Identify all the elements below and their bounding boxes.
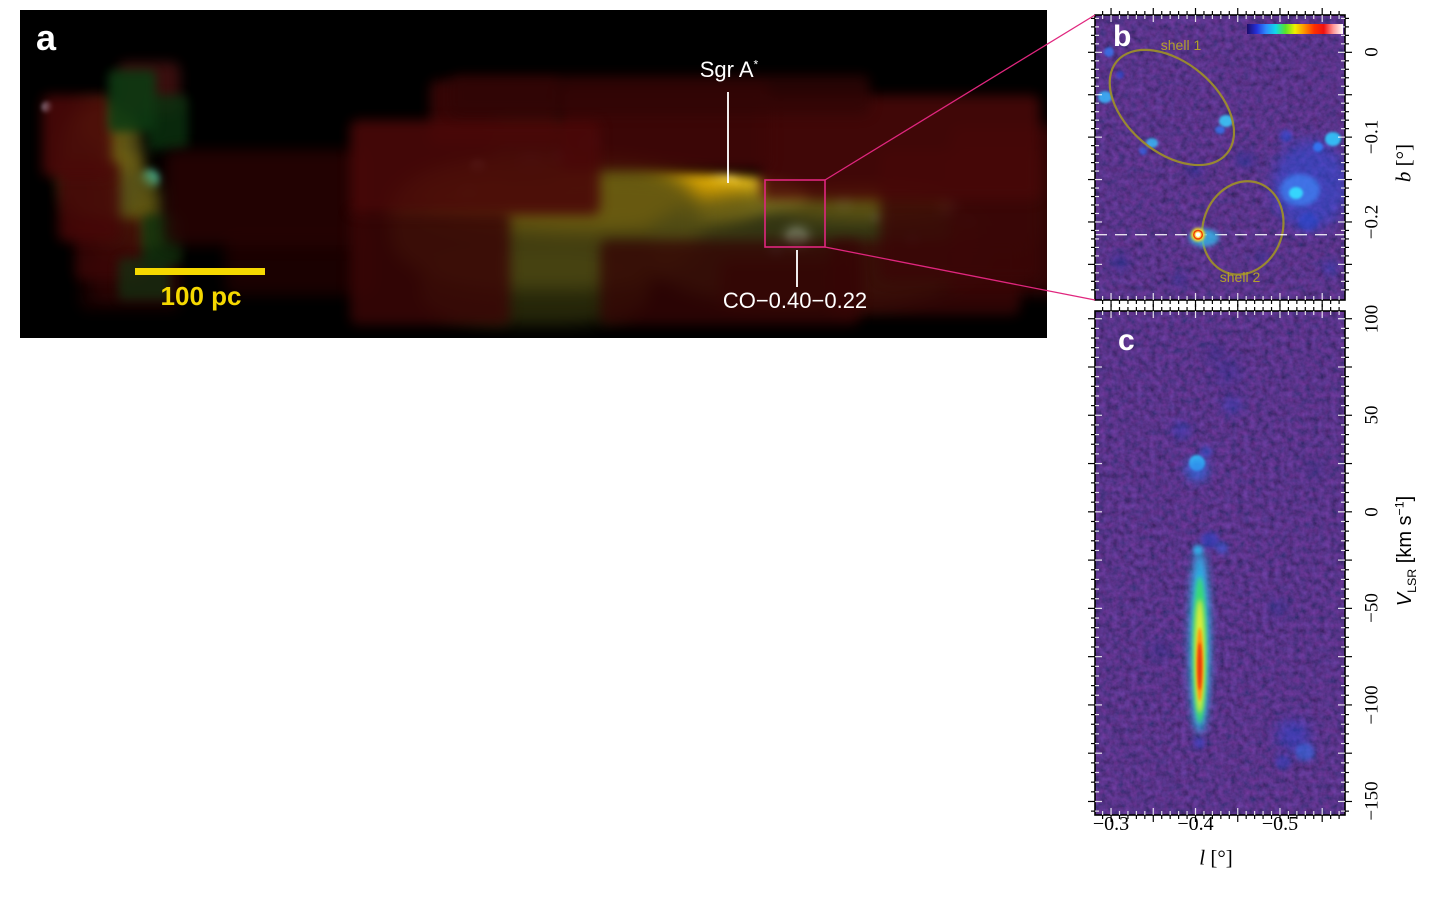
nebula-blob: [350, 120, 600, 215]
nebula-blob: [108, 70, 156, 132]
sgr-a-annotation: Sgr A*: [699, 57, 759, 82]
velocity-axis-variable: V: [1394, 592, 1417, 607]
b-axis-variable: b: [1391, 171, 1416, 183]
l-axis-variable: l: [1199, 845, 1206, 870]
sgr-a-superscript: *: [753, 57, 759, 72]
l-axis-tick-label: −0.4: [1177, 813, 1214, 835]
b-axis-tick-label: −0.1: [1361, 119, 1383, 155]
velocity-axis-unit-pre: [km s: [1394, 515, 1417, 569]
scale-bar: [135, 268, 265, 275]
panel-c-frame: [1094, 310, 1346, 816]
b-axis-title: b [°]: [1391, 143, 1416, 183]
b-axis-tick-label: 0: [1361, 47, 1383, 58]
velocity-axis-tick-label: −50: [1361, 593, 1383, 624]
nebula-blob: [600, 240, 860, 325]
panel-b-heatmap: [1095, 15, 1345, 300]
co-cloud-annotation: CO−0.40−0.22: [722, 288, 868, 313]
panel-b-frame: [1094, 14, 1346, 301]
nebula-blob: [42, 95, 112, 177]
shell-1-label: shell 1: [1160, 37, 1202, 53]
panel-c-label: c: [1118, 324, 1135, 357]
velocity-axis-tick-label: 0: [1361, 507, 1383, 517]
velocity-axis-tick-label: 50: [1361, 405, 1383, 425]
velocity-axis-unit-post: ]: [1394, 495, 1417, 502]
velocity-axis-title: VLSR [km s−1]: [1392, 495, 1420, 607]
l-axis-unit: [°]: [1205, 845, 1233, 870]
panel-c-heatmap: [1095, 311, 1345, 815]
l-axis-title: l [°]: [1199, 845, 1233, 870]
shell-2-label: shell 2: [1219, 269, 1261, 285]
nebula-blob: [350, 210, 510, 325]
panel-b-label: b: [1113, 20, 1132, 53]
nebula-blob: [118, 258, 170, 300]
b-axis-tick-label: −0.2: [1361, 204, 1383, 240]
velocity-axis-tick-label: −150: [1361, 781, 1383, 822]
nebula-blob: [165, 150, 365, 245]
nebula-blob: [450, 75, 870, 115]
axis-ticks: [1088, 8, 1352, 822]
velocity-axis-tick-label: −100: [1361, 685, 1383, 725]
colorbar: [1247, 24, 1343, 34]
velocity-axis-subscript: LSR: [1405, 568, 1420, 593]
panel-a-label: a: [36, 17, 57, 58]
velocity-axis-tick-label: 100: [1361, 304, 1383, 333]
l-axis-tick-label: −0.3: [1092, 813, 1130, 835]
scale-bar-label: 100 pc: [160, 281, 242, 311]
sgr-a-pointer-line: [727, 92, 729, 183]
co-pointer-line: [796, 250, 798, 287]
b-axis-unit: [°]: [1391, 143, 1416, 172]
sgr-a-text: Sgr A: [699, 57, 754, 82]
velocity-axis-superscript: −1: [1392, 501, 1407, 516]
panel-a-composite-image: a 100 pc Sgr A* CO−0.40−0.22: [20, 10, 1047, 338]
l-axis-tick-label: −0.5: [1261, 813, 1299, 835]
